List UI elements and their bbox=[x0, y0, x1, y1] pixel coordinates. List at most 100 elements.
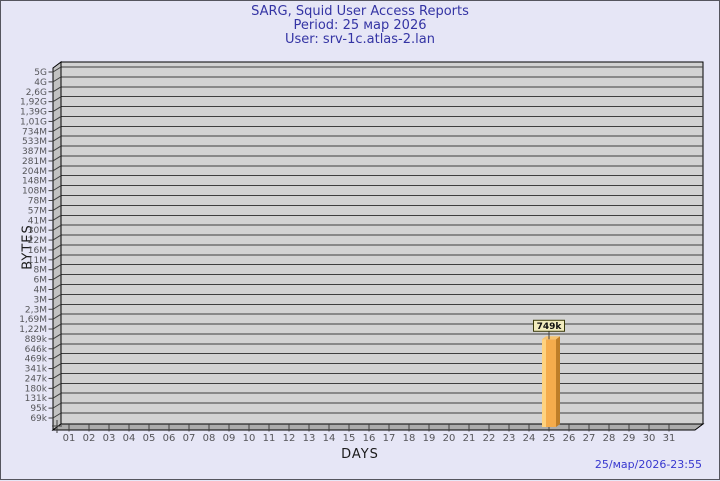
y-tick-label: 734M bbox=[22, 127, 47, 137]
x-tick-label: 11 bbox=[263, 433, 276, 444]
value-box bbox=[533, 319, 565, 332]
x-tick-label: 22 bbox=[483, 433, 496, 444]
x-tick-label: 26 bbox=[563, 433, 576, 444]
x-tick-label: 05 bbox=[143, 433, 156, 444]
chart-title: SARG, Squid User Access Reports bbox=[251, 4, 469, 19]
bar-top-face bbox=[542, 336, 560, 340]
y-tick-diagonal bbox=[52, 145, 62, 152]
y-tick-diagonal bbox=[52, 204, 62, 211]
x-tick-label: 17 bbox=[383, 433, 396, 444]
y-tick-diagonal bbox=[52, 185, 62, 192]
y-tick-label: 6M bbox=[34, 276, 48, 286]
bar-highlight bbox=[542, 339, 546, 427]
x-tick-label: 06 bbox=[163, 433, 176, 444]
y-tick-diagonal bbox=[52, 382, 62, 389]
y-tick-label: 1,92G bbox=[20, 98, 47, 108]
y-tick-label: 69k bbox=[30, 414, 47, 424]
y-tick-diagonal bbox=[52, 363, 62, 369]
chart-user: User: srv-1c.atlas-2.lan bbox=[285, 32, 435, 47]
y-tick-label: 41M bbox=[28, 216, 47, 226]
y-tick-diagonal bbox=[52, 284, 62, 290]
y-tick-label: 469k bbox=[25, 355, 48, 365]
x-tick-label: 15 bbox=[343, 433, 356, 444]
y-tick-label: 533M bbox=[22, 137, 47, 147]
y-tick-diagonal bbox=[52, 96, 62, 103]
y-tick-label: 57M bbox=[28, 206, 47, 216]
y-tick-label: 78M bbox=[28, 197, 47, 207]
x-tick-label: 01 bbox=[63, 433, 76, 444]
y-tick-label: 8M bbox=[34, 266, 48, 276]
y-tick-label: 4M bbox=[34, 285, 48, 295]
y-tick-diagonal bbox=[52, 402, 62, 409]
y-tick-label: 247k bbox=[25, 374, 48, 384]
y-tick-label: 387M bbox=[22, 147, 47, 157]
x-tick-label: 27 bbox=[583, 433, 596, 444]
y-tick-label: 1,22M bbox=[19, 325, 47, 335]
y-tick-label: 2,6G bbox=[26, 88, 47, 98]
y-tick-label: 16M bbox=[28, 246, 47, 256]
y-tick-label: 1,39G bbox=[20, 108, 47, 118]
y-tick-diagonal bbox=[52, 303, 62, 310]
y-tick-label: 148M bbox=[22, 177, 47, 187]
y-tick-diagonal bbox=[52, 214, 62, 221]
x-tick-label: 23 bbox=[503, 433, 516, 444]
y-tick-diagonal bbox=[52, 195, 62, 201]
y-tick-diagonal bbox=[52, 254, 62, 261]
y-tick-label: 2,3M bbox=[25, 305, 47, 315]
y-tick-label: 4G bbox=[34, 78, 47, 88]
y-tick-diagonal bbox=[52, 175, 62, 182]
x-tick-label: 13 bbox=[303, 433, 316, 444]
x-tick-label: 30 bbox=[643, 433, 656, 444]
y-tick-label: 131k bbox=[25, 394, 48, 404]
x-tick-label: 03 bbox=[103, 433, 116, 444]
y-tick-diagonal bbox=[52, 343, 62, 350]
y-tick-label: 281M bbox=[22, 157, 47, 167]
x-tick-label: 08 bbox=[203, 433, 216, 444]
y-tick-label: 180k bbox=[25, 384, 48, 394]
x-tick-label: 20 bbox=[443, 433, 456, 444]
y-tick-diagonal bbox=[52, 106, 62, 112]
y-tick-label: 1,01G bbox=[20, 117, 47, 127]
y-tick-diagonal bbox=[52, 333, 62, 340]
chart-period: Period: 25 мар 2026 bbox=[293, 18, 427, 33]
y-tick-label: 95k bbox=[30, 404, 47, 414]
y-tick-label: 646k bbox=[25, 345, 48, 355]
plot-floor bbox=[51, 423, 705, 431]
x-tick-label: 10 bbox=[243, 433, 256, 444]
x-tick-label: 21 bbox=[463, 433, 476, 444]
x-tick-label: 29 bbox=[623, 433, 636, 444]
y-tick-diagonal bbox=[52, 412, 62, 419]
y-tick-diagonal bbox=[52, 323, 62, 330]
y-tick-label: 11M bbox=[28, 256, 47, 266]
y-tick-label: 341k bbox=[25, 365, 48, 375]
y-tick-label: 22M bbox=[28, 236, 47, 246]
y-tick-diagonal bbox=[52, 274, 62, 281]
x-tick-label: 24 bbox=[523, 433, 536, 444]
y-tick-label: 204M bbox=[22, 167, 47, 177]
y-tick-diagonal bbox=[52, 234, 62, 241]
x-tick-label: 14 bbox=[323, 433, 336, 444]
y-tick-diagonal bbox=[52, 244, 62, 251]
y-tick-diagonal bbox=[52, 76, 62, 83]
x-tick-label: 16 bbox=[363, 433, 376, 444]
y-tick-diagonal bbox=[52, 125, 62, 132]
y-tick-diagonal bbox=[52, 264, 62, 271]
x-axis-title: DAYS bbox=[341, 447, 379, 462]
y-tick-label: 30M bbox=[28, 226, 47, 236]
x-tick-label: 04 bbox=[123, 433, 136, 444]
chart-title-block: SARG, Squid User Access Reports Period: … bbox=[1, 5, 719, 47]
y-tick-diagonal bbox=[52, 224, 62, 231]
x-tick-label: 19 bbox=[423, 433, 436, 444]
y-tick-diagonal bbox=[52, 86, 62, 93]
x-tick-label: 07 bbox=[183, 433, 196, 444]
y-tick-diagonal bbox=[52, 392, 62, 399]
bar-side-face bbox=[556, 336, 560, 427]
x-tick-label: 12 bbox=[283, 433, 296, 444]
y-tick-label: 108M bbox=[22, 187, 47, 197]
y-tick-diagonal bbox=[52, 313, 62, 320]
x-tick-label: 28 bbox=[603, 433, 616, 444]
x-tick-label: 02 bbox=[83, 433, 96, 444]
y-tick-diagonal bbox=[52, 66, 62, 73]
